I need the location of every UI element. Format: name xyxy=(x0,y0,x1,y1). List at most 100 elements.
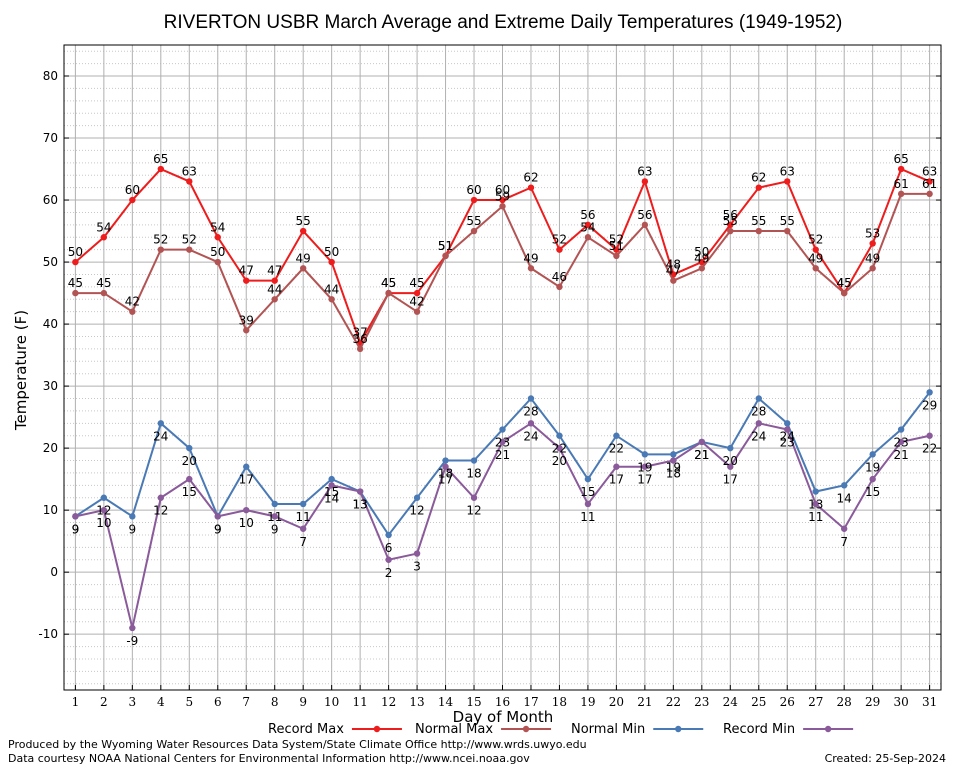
record-max-point xyxy=(271,277,278,284)
y-tick-label: 10 xyxy=(43,503,58,517)
x-tick-label: 26 xyxy=(780,695,795,709)
y-tick-label: 40 xyxy=(43,317,58,331)
record-min-data-label: -9 xyxy=(126,634,138,648)
normal-max-data-label: 59 xyxy=(495,189,510,203)
normal-min-point xyxy=(442,457,449,464)
normal-min-point xyxy=(584,475,592,483)
normal-max-data-label: 45 xyxy=(96,276,111,290)
normal-max-point xyxy=(470,227,478,235)
normal-max-point xyxy=(299,265,307,272)
x-tick-label: 6 xyxy=(214,695,222,709)
record-min-point xyxy=(100,506,108,514)
record-max-data-label: 63 xyxy=(182,164,197,178)
normal-min-point xyxy=(670,451,677,458)
record-max-point xyxy=(470,196,478,204)
x-tick-label: 10 xyxy=(324,695,339,709)
record-min-data-label: 17 xyxy=(637,473,652,487)
normal-min-point xyxy=(385,531,392,539)
normal-max-data-label: 55 xyxy=(751,214,766,228)
record-min-point xyxy=(755,420,762,427)
normal-max-data-label: 42 xyxy=(409,295,424,309)
record-min-point xyxy=(442,463,449,470)
record-min-data-label: 17 xyxy=(723,473,738,487)
normal-max-point xyxy=(812,265,819,272)
y-tick-label: 50 xyxy=(43,255,58,269)
normal-min-data-label: 21 xyxy=(694,448,709,462)
record-max-point xyxy=(897,165,905,173)
normal-min-data-label: 9 xyxy=(214,522,222,536)
normal-max-data-label: 44 xyxy=(324,282,339,296)
record-max-data-label: 54 xyxy=(96,220,111,234)
legend-label-normal-min: Normal Min xyxy=(571,722,645,737)
x-tick-label: 1 xyxy=(72,695,80,709)
normal-max-point xyxy=(698,265,706,272)
normal-max-data-label: 46 xyxy=(552,270,567,284)
normal-min-data-label: 9 xyxy=(72,522,80,536)
normal-min-point xyxy=(271,500,278,508)
record-min-point xyxy=(670,457,677,464)
normal-min-data-label: 28 xyxy=(523,405,538,419)
record-max-data-label: 60 xyxy=(495,183,510,197)
record-min-data-label: 20 xyxy=(552,454,567,468)
normal-min-data-label: 11 xyxy=(296,510,311,524)
x-tick-label: 16 xyxy=(495,695,510,709)
x-axis-label: Day of Month xyxy=(453,708,554,726)
x-tick-label: 30 xyxy=(893,695,908,709)
normal-min-point xyxy=(129,513,136,520)
normal-min-point xyxy=(527,395,535,402)
normal-min-point xyxy=(299,500,307,508)
normal-max-point xyxy=(356,345,364,353)
record-min-data-label: 7 xyxy=(299,535,307,549)
record-min-point xyxy=(698,438,706,446)
normal-min-data-label: 18 xyxy=(466,467,481,481)
record-max-data-label: 60 xyxy=(125,183,140,197)
normal-min-data-label: 13 xyxy=(352,498,367,512)
legend-label-normal-max: Normal Max xyxy=(415,722,493,737)
normal-min-point xyxy=(556,432,563,439)
normal-min-point xyxy=(869,451,876,458)
normal-max-data-label: 56 xyxy=(637,208,652,222)
normal-min-point xyxy=(470,457,478,464)
y-tick-label: 30 xyxy=(43,379,58,393)
normal-min-data-label: 24 xyxy=(780,429,795,443)
x-tick-label: 22 xyxy=(666,695,681,709)
record-max-point xyxy=(499,196,506,204)
record-min-point xyxy=(527,420,535,427)
normal-max-point xyxy=(869,265,876,272)
record-min-point xyxy=(470,494,478,501)
normal-max-data-label: 50 xyxy=(210,245,225,259)
normal-max-data-label: 51 xyxy=(609,239,624,253)
record-min-point xyxy=(812,500,819,508)
record-max-point xyxy=(784,178,791,185)
grid-lines xyxy=(64,45,941,690)
x-tick-label: 13 xyxy=(409,695,424,709)
record-min-point xyxy=(356,488,364,495)
normal-min-data-label: 19 xyxy=(666,460,681,474)
normal-min-data-label: 17 xyxy=(239,473,254,487)
normal-max-data-label: 52 xyxy=(153,233,168,247)
record-min-point xyxy=(584,500,592,508)
normal-max-point xyxy=(926,190,933,198)
record-max-data-label: 47 xyxy=(267,264,282,278)
y-tick-label: 80 xyxy=(43,69,58,83)
record-max-data-label: 63 xyxy=(922,164,937,178)
normal-min-point xyxy=(840,482,848,489)
normal-max-point xyxy=(271,296,278,303)
normal-min-point xyxy=(926,389,933,396)
normal-max-data-label: 49 xyxy=(865,251,880,265)
normal-max-point xyxy=(755,227,762,235)
record-max-data-label: 45 xyxy=(381,276,396,290)
normal-min-data-label: 15 xyxy=(580,485,595,499)
record-max-data-label: 54 xyxy=(210,220,225,234)
record-min-data-label: 13 xyxy=(352,498,367,512)
normal-min-data-label: 28 xyxy=(751,405,766,419)
normal-max-point xyxy=(556,283,563,291)
footer-producer: Produced by the Wyoming Water Resources … xyxy=(8,738,587,751)
x-tick-label: 15 xyxy=(466,695,481,709)
x-tick-label: 12 xyxy=(381,695,396,709)
record-max-data-label: 63 xyxy=(637,164,652,178)
record-min-data-label: 22 xyxy=(922,442,937,456)
normal-max-data-label: 47 xyxy=(666,264,681,278)
x-tick-label: 14 xyxy=(438,695,454,709)
record-min-point xyxy=(727,463,734,470)
